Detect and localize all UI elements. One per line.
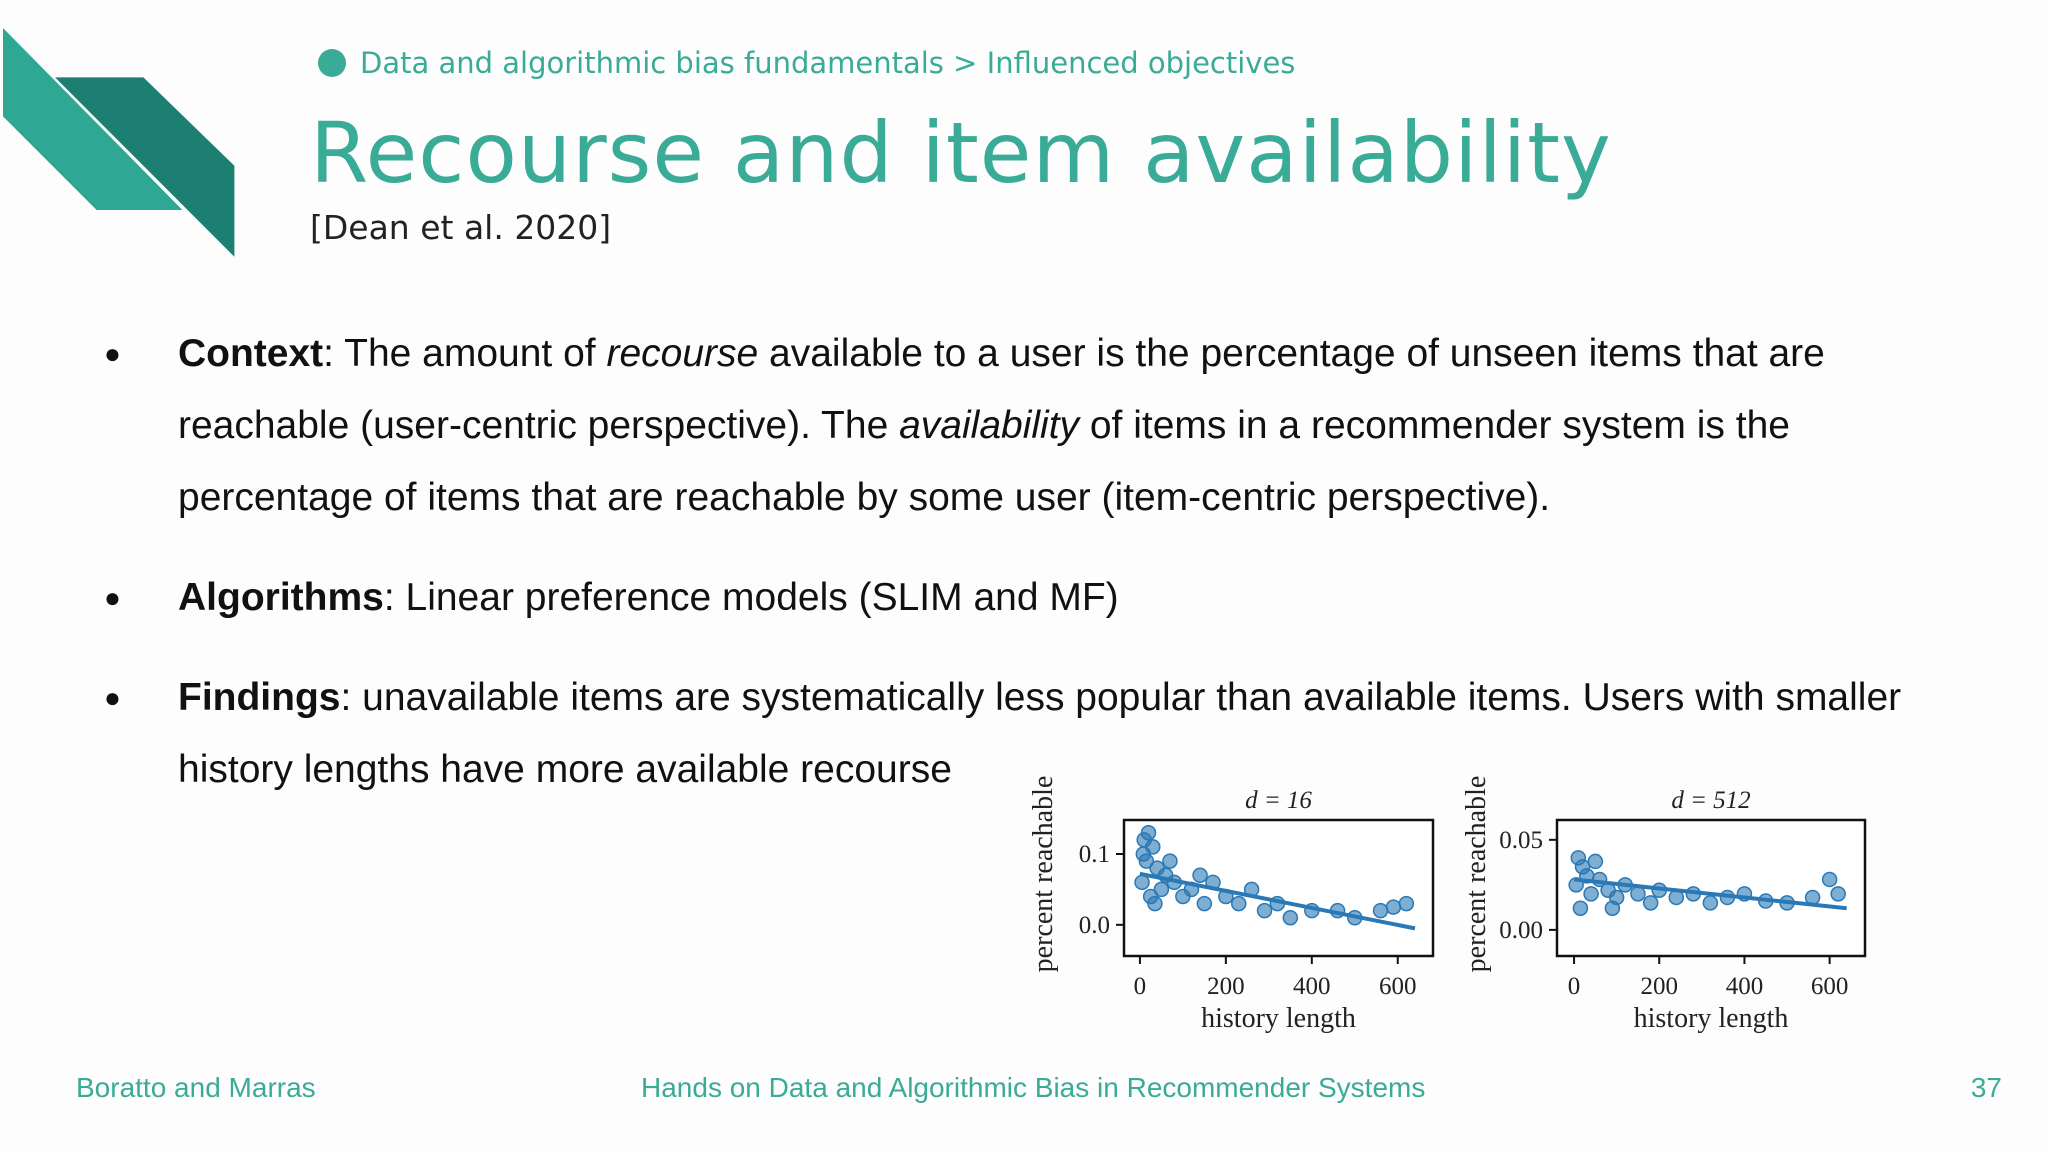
chart-title: d = 16: [1245, 787, 1312, 814]
point: [1702, 895, 1719, 911]
fit-line: [1139, 871, 1416, 931]
bullet-label: Findings: [178, 676, 341, 719]
point: [1587, 853, 1604, 870]
citation: [Dean et al. 2020]: [310, 208, 612, 247]
slide-title: Recourse and item availability: [310, 104, 1612, 202]
point: [1256, 902, 1273, 919]
x-tick-label: 400: [1293, 973, 1331, 1000]
y-tick-label: 0.1: [1079, 841, 1110, 868]
breadcrumb-text: Data and algorithmic bias fundamentals >…: [360, 46, 1296, 80]
breadcrumb-dot: [318, 49, 346, 77]
bullet: Context: The amount of recourse availabl…: [100, 318, 1900, 534]
y-axis-label: percent reachable: [1028, 776, 1059, 973]
bullet-text: : unavailable items are systematically l…: [178, 676, 1902, 791]
bullet-label: Algorithms: [178, 576, 384, 619]
point: [1196, 895, 1213, 912]
footer-center: Hands on Data and Algorithmic Bias in Re…: [641, 1072, 1426, 1103]
x-axis-label: history length: [1201, 1003, 1356, 1034]
point: [1830, 886, 1846, 902]
point: [1192, 867, 1208, 883]
point: [1147, 895, 1163, 912]
x-axis-label: history length: [1634, 1003, 1789, 1034]
page-number: 37: [1970, 1072, 2002, 1103]
chart-title: d = 512: [1671, 787, 1750, 814]
point: [1140, 825, 1157, 841]
fit-line: [1573, 877, 1847, 911]
breadcrumb: Data and algorithmic bias fundamentals >…: [318, 46, 1295, 80]
point: [1385, 899, 1402, 915]
logo-shape: [3, 28, 183, 210]
point: [1134, 874, 1150, 891]
bullet-text: recourse: [606, 332, 759, 375]
point: [1282, 910, 1299, 926]
bullet-text: availability: [899, 404, 1080, 447]
bullet-list: Context: The amount of recourse availabl…: [100, 318, 1901, 834]
point: [1230, 895, 1247, 912]
bullet-text: available to a user is the percentage of…: [178, 332, 1825, 447]
point: [1642, 895, 1659, 911]
point: [1604, 900, 1621, 917]
x-tick-label: 0: [1134, 973, 1147, 1000]
point: [1630, 886, 1646, 902]
x-tick-label: 600: [1379, 973, 1417, 1000]
x-tick-label: 0: [1568, 973, 1581, 1000]
y-axis-label: percent reachable: [1461, 776, 1492, 973]
x-tick-label: 400: [1726, 973, 1764, 1000]
bullet-text: : Linear preference models (SLIM and MF): [383, 576, 1119, 619]
point: [1583, 886, 1599, 902]
point: [1572, 900, 1589, 917]
x-tick-label: 200: [1207, 973, 1245, 1000]
point: [1821, 871, 1838, 888]
point: [1372, 902, 1389, 919]
bullet-text: of items in a recommender system is the …: [178, 404, 1790, 519]
x-tick-label: 600: [1811, 973, 1849, 1000]
point: [1398, 895, 1415, 912]
bullet-label: Context: [178, 332, 324, 375]
y-tick-label: 0.00: [1499, 917, 1543, 944]
point: [1162, 853, 1178, 869]
x-tick-label: 200: [1640, 973, 1678, 1000]
point: [1153, 881, 1170, 898]
bullet: Algorithms: Linear preference models (SL…: [100, 562, 1900, 634]
logo: [3, 28, 235, 257]
bullet-text: : The amount of: [323, 332, 607, 375]
bullet: Findings: unavailable items are systemat…: [100, 662, 1998, 806]
point: [1135, 846, 1152, 862]
footer-left: Boratto and Marras: [76, 1072, 316, 1103]
y-tick-label: 0.05: [1499, 827, 1543, 854]
y-tick-label: 0.0: [1079, 912, 1110, 939]
